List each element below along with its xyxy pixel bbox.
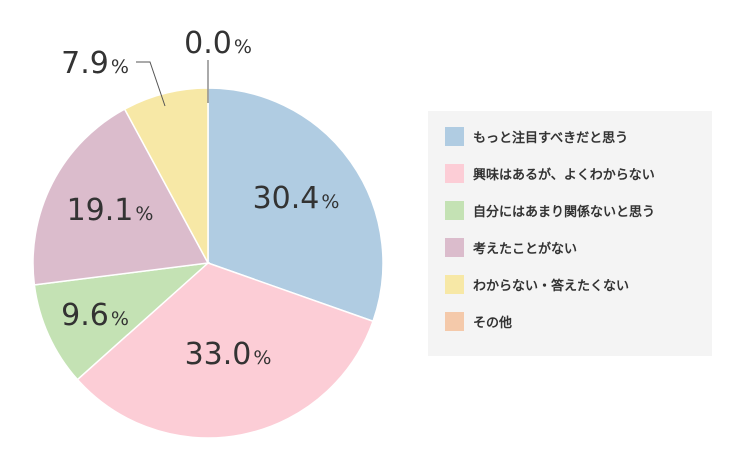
pie-slices	[32, 87, 384, 439]
legend-item-4: 考えたことがない	[445, 237, 712, 257]
legend-item-2: 興味はあるが、よくわからない	[445, 163, 712, 183]
legend-swatch	[445, 163, 464, 183]
legend-label: もっと注目すべきだと思う	[473, 130, 629, 146]
leader-lines	[136, 60, 209, 107]
legend-swatch	[445, 274, 464, 294]
legend-swatch	[445, 126, 464, 146]
leader-line-5	[136, 61, 166, 107]
legend-swatch	[445, 237, 464, 257]
data-label-5: 7.9%	[61, 46, 129, 81]
data-label-1: 30.4%	[253, 181, 340, 216]
legend-label: その他	[473, 315, 513, 331]
data-labels: 30.4 % 33.0 % 9.6 % 19.1 % 7.9 % 0.0%	[61, 26, 339, 372]
pie-slice-3	[33, 261, 211, 381]
legend-label: 考えたことがない	[473, 241, 578, 257]
pie-slice-2	[76, 262, 374, 439]
legend-swatch	[445, 200, 464, 220]
legend-item-6: その他	[445, 311, 712, 331]
legend-item-5: わからない・答えたくない	[445, 274, 712, 294]
data-label-6: 0.0%	[184, 26, 252, 61]
legend-item-3: 自分にはあまり関係ないと思う	[445, 200, 712, 220]
legend-label: 自分にはあまり関係ないと思う	[473, 204, 656, 220]
data-label-3: 9.6%	[61, 298, 129, 333]
legend-label: 興味はあるが、よくわからない	[473, 167, 655, 183]
data-label-2: 33.0%	[185, 337, 272, 372]
legend-swatch	[445, 311, 464, 331]
data-label-4: 19.1%	[67, 193, 154, 228]
legend: もっと注目すべきだと思う 興味はあるが、よくわからない 自分にはあまり関係ないと…	[428, 111, 712, 356]
pie-slice-1	[207, 87, 384, 323]
legend-label: わからない・答えたくない	[473, 278, 630, 294]
pie-slice-4	[32, 108, 210, 286]
legend-item-1: もっと注目すべきだと思う	[445, 126, 712, 146]
